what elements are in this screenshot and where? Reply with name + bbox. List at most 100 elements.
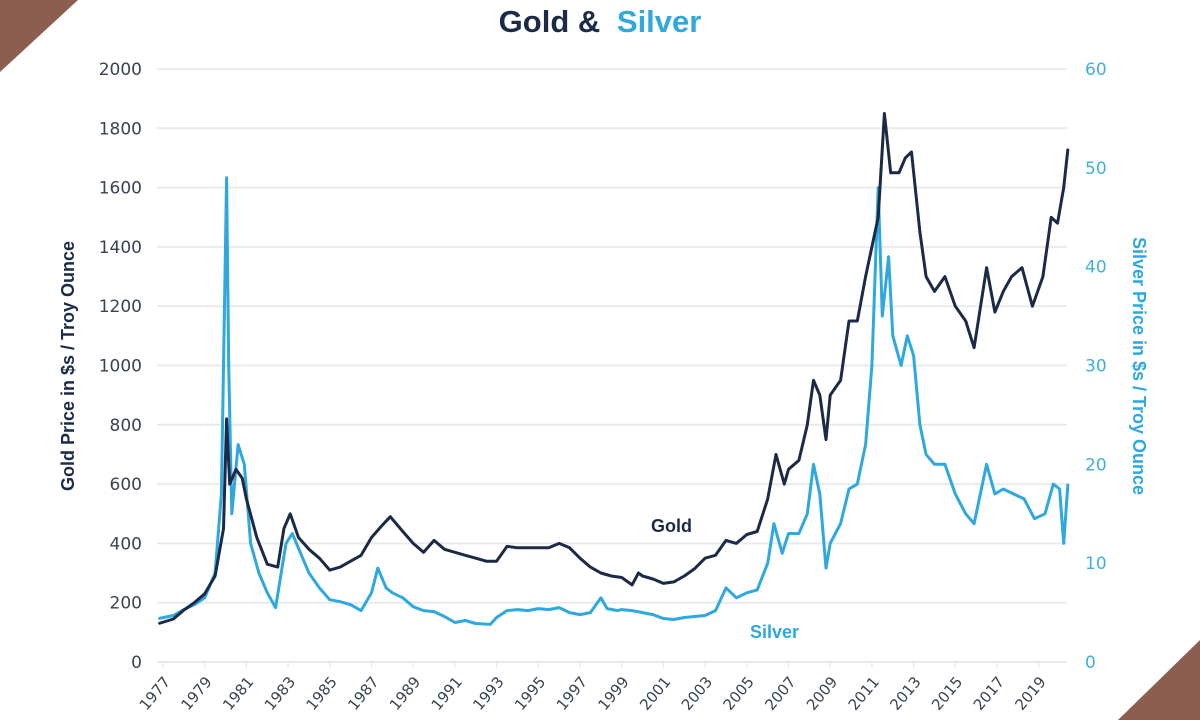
gold-data-point (964, 320, 967, 322)
x-tick-label: 2003 (678, 673, 716, 714)
silver-data-point (401, 596, 404, 599)
silver-data-point (683, 616, 686, 619)
silver-data-point (652, 613, 654, 616)
x-tick-label: 2013 (886, 673, 924, 714)
y-tick-label-left: 1000 (99, 357, 142, 377)
silver-data-point (818, 493, 821, 495)
gold-data-point (756, 530, 759, 533)
x-tick-label: 1989 (386, 673, 424, 714)
gold-data-point (610, 575, 613, 577)
gold-data-point (339, 566, 342, 568)
gold-data-point (1050, 216, 1053, 219)
silver-data-point (318, 587, 321, 589)
gold-data-point (652, 578, 654, 580)
gold-data-point (641, 575, 644, 577)
gold-data-point (183, 609, 185, 611)
silver-data-point (443, 615, 446, 618)
x-tick-label: 2011 (845, 673, 883, 714)
y-tick-label-left: 600 (110, 475, 142, 495)
silver-data-point (220, 493, 223, 495)
gold-data-point (485, 560, 487, 562)
gold-data-point (985, 266, 988, 269)
y-tick-label-left: 1800 (99, 119, 142, 139)
gold-data-point (516, 547, 519, 549)
silver-data-point (370, 592, 373, 594)
gold-series-label: Gold (651, 516, 692, 536)
silver-data-point (558, 606, 560, 609)
gold-data-point (579, 557, 581, 560)
gold-data-point (589, 566, 592, 568)
silver-data-point (568, 611, 571, 614)
silver-data-point (616, 609, 619, 612)
silver-data-point (756, 589, 759, 591)
x-tick-label: 1999 (594, 673, 632, 714)
silver-data-point (766, 562, 769, 564)
chart-title: Gold & Silver (499, 4, 702, 39)
silver-data-point (258, 572, 260, 574)
silver-data-point (746, 592, 748, 594)
gold-data-point (662, 582, 665, 585)
silver-data-point (919, 424, 921, 426)
gold-data-point (235, 468, 237, 471)
corner-decoration-top-left (0, 0, 78, 72)
gold-data-point (349, 560, 352, 562)
silver-data-point (933, 463, 936, 466)
gold-data-point (775, 453, 777, 456)
silver-data-point (964, 512, 967, 515)
silver-data-point (787, 532, 790, 535)
gold-data-point (994, 311, 996, 313)
gold-data-point (225, 418, 228, 420)
gold-data-point (933, 290, 936, 293)
gold-data-point (683, 575, 686, 577)
silver-data-point (812, 463, 815, 466)
y-tick-label-right: 60 (1085, 60, 1107, 80)
corner-decoration-bottom-right (1118, 640, 1200, 720)
x-tick-label: 1981 (219, 673, 257, 714)
silver-data-point (537, 607, 540, 610)
silver-data-point (249, 542, 252, 545)
gold-data-point (877, 216, 879, 219)
x-tick-label: 2005 (720, 673, 758, 714)
silver-data-point (433, 610, 435, 613)
silver-data-point (735, 596, 738, 599)
gold-data-point (889, 171, 892, 174)
gold-data-point (787, 468, 790, 471)
silver-data-point (1033, 517, 1036, 520)
silver-data-point (495, 616, 498, 619)
silver-data-point (606, 607, 608, 610)
gold-data-point (746, 533, 748, 536)
gold-data-point (1067, 148, 1069, 150)
silver-data-point (231, 512, 233, 515)
gold-data-point (973, 346, 975, 349)
silver-data-point (673, 618, 675, 621)
gold-data-point (276, 566, 279, 568)
gold-data-point (370, 536, 373, 539)
gold-data-point (898, 171, 900, 174)
silver-data-point (227, 364, 230, 367)
y-tick-label-right: 40 (1085, 258, 1107, 278)
gold-data-point (856, 320, 859, 322)
x-tick-label: 1977 (136, 673, 174, 714)
gold-data-point (1056, 222, 1059, 224)
silver-data-point (474, 622, 477, 625)
gold-data-point (910, 151, 913, 153)
silver-data-point (773, 522, 775, 525)
silver-data-point (631, 609, 633, 612)
gold-data-point (631, 584, 633, 586)
silver-data-point (881, 315, 884, 317)
gold-data-point (864, 275, 867, 278)
silver-data-point (547, 608, 550, 611)
silver-data-point (871, 364, 873, 367)
gold-data-point (637, 572, 640, 574)
gold-data-point (266, 563, 269, 565)
gold-data-point (1042, 275, 1044, 278)
silver-data-point (391, 592, 394, 594)
gold-data-point (812, 379, 815, 382)
gold-data-point (289, 512, 291, 515)
silver-data-point (243, 463, 246, 466)
silver-data-point (662, 617, 665, 620)
gold-data-point (203, 593, 206, 595)
gold-data-point (308, 548, 310, 551)
silver-data-point (360, 609, 362, 612)
x-tick-label: 1979 (177, 673, 215, 714)
